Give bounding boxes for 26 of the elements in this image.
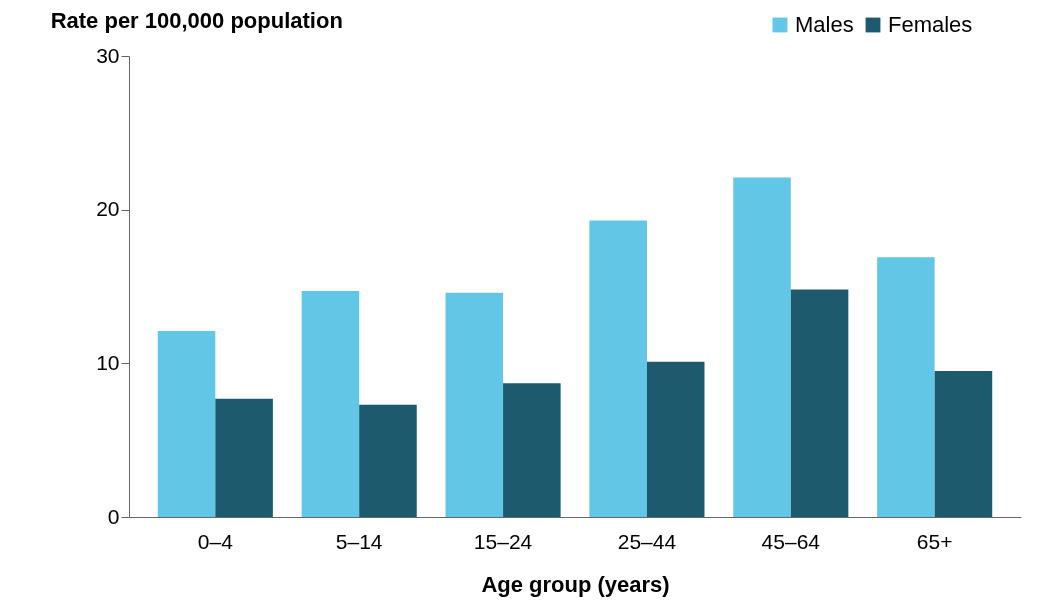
x-tick-label: 65+	[916, 529, 953, 553]
bar	[733, 177, 791, 517]
bar	[646, 361, 705, 517]
y-tick-label: 20	[96, 197, 120, 221]
bar	[301, 291, 360, 517]
y-tick-label: 30	[96, 43, 120, 67]
bar	[215, 398, 273, 517]
bar	[877, 257, 935, 517]
legend-label: Females	[888, 12, 973, 37]
bar	[445, 292, 504, 517]
x-tick-label: 5–14	[335, 529, 383, 553]
y-axis-title: Rate per 100,000 population	[50, 8, 343, 33]
bar	[157, 331, 216, 517]
x-axis-title: Age group (years)	[481, 571, 670, 597]
bar	[589, 220, 647, 517]
bar	[790, 289, 849, 517]
bar	[503, 383, 561, 517]
y-tick-label: 10	[96, 350, 120, 374]
y-tick-label: 0	[107, 504, 120, 528]
bar	[359, 404, 417, 517]
x-tick-label: 45–64	[761, 529, 821, 553]
x-tick-label: 15–24	[473, 529, 533, 553]
x-tick-label: 0–4	[197, 529, 234, 553]
bar	[934, 371, 993, 517]
x-tick-label: 25–44	[617, 529, 677, 553]
legend-label: Males	[795, 12, 854, 37]
